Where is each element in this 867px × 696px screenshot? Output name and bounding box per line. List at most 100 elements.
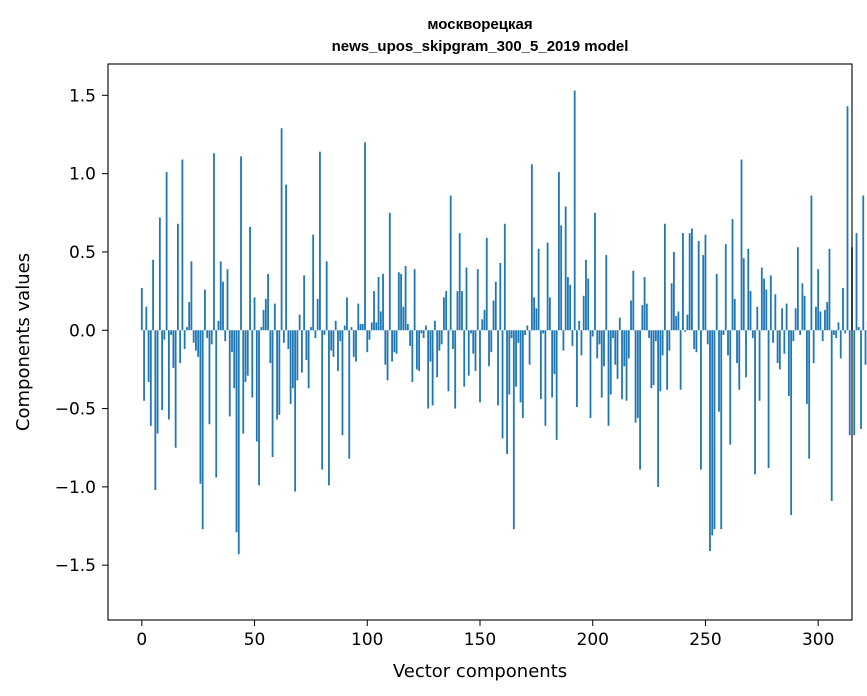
bar-130 [434,320,436,331]
bar-165 [512,330,515,530]
bar-57 [269,330,272,364]
bar-103 [373,291,375,331]
bar-292 [799,330,802,335]
bar-159 [499,262,502,331]
bar-180 [546,242,549,331]
bar-207 [607,330,610,426]
bar-160 [501,330,504,439]
bar-147 [472,330,475,354]
bar-253 [711,330,714,536]
bar-2 [145,306,148,331]
bar-266 [740,159,743,331]
bar-241 [684,330,687,332]
bar-69 [296,330,299,381]
bar-199 [589,330,592,418]
bar-265 [738,330,741,390]
bar-262 [731,219,734,331]
bar-196 [582,295,585,331]
bar-311 [842,287,844,331]
bar-301 [819,311,822,331]
bar-169 [521,330,524,418]
bar-115 [400,273,402,331]
bar-142 [461,291,463,331]
bar-193 [576,330,578,407]
bar-229 [657,330,660,487]
bar-13 [170,330,173,335]
bar-145 [467,330,470,376]
bar-280 [772,330,774,343]
bar-247 [697,240,700,331]
bar-264 [736,330,738,364]
bar-300 [817,269,820,331]
bar-182 [551,330,554,398]
bar-195 [580,330,583,356]
bar-82 [325,261,328,331]
bar-19 [183,330,186,350]
bar-52 [258,330,260,486]
bar-239 [679,330,682,390]
bar-191 [571,330,574,346]
bar-12 [167,330,170,420]
bar-106 [379,311,382,331]
bar-279 [769,275,772,331]
bar-317 [855,233,858,331]
bar-275 [760,267,763,331]
bar-43 [237,330,240,555]
bar-136 [447,330,450,392]
bar-237 [675,316,678,331]
bar-7 [156,330,159,434]
bar-257 [720,330,723,530]
bar-29 [206,330,209,339]
bar-59 [273,303,276,331]
bar-21 [188,302,191,331]
bar-32 [213,153,215,331]
bar-227 [652,330,655,386]
bar-14 [172,330,175,368]
bar-203 [598,330,601,345]
bar-56 [267,273,269,331]
bar-299 [815,306,817,331]
bar-214 [623,330,626,367]
bar-61 [278,330,281,415]
bar-171 [526,325,529,331]
bar-75 [310,327,312,331]
bar-217 [630,300,632,331]
x-tick-label: 0 [136,630,147,650]
bar-35 [219,261,222,331]
bar-71 [300,330,303,373]
bar-289 [792,330,795,342]
bar-124 [420,330,423,334]
bar-271 [751,330,754,339]
bar-38 [226,269,229,331]
bar-223 [643,277,646,331]
bar-148 [474,330,477,371]
bar-109 [386,330,389,381]
bar-231 [661,330,664,356]
bar-178 [542,330,545,334]
bar-0 [140,287,143,331]
bar-series [140,90,867,555]
bar-221 [639,330,641,470]
bar-141 [458,233,461,331]
bar-222 [641,305,644,331]
bar-201 [594,212,596,331]
x-axis-label: Vector components [393,661,567,682]
bar-62 [280,128,283,331]
bar-175 [535,308,538,331]
bar-24 [195,330,197,351]
bar-25 [197,330,200,357]
bar-20 [186,327,188,331]
bar-44 [240,156,242,331]
bar-153 [485,237,488,331]
x-tick-label: 150 [464,630,496,650]
bar-248 [700,330,702,470]
bar-120 [411,330,414,382]
bar-250 [704,234,707,331]
bar-10 [163,330,166,340]
bar-278 [767,330,770,469]
bar-119 [409,330,412,346]
bar-118 [406,323,409,331]
bar-298 [812,330,815,364]
bar-192 [573,90,576,331]
